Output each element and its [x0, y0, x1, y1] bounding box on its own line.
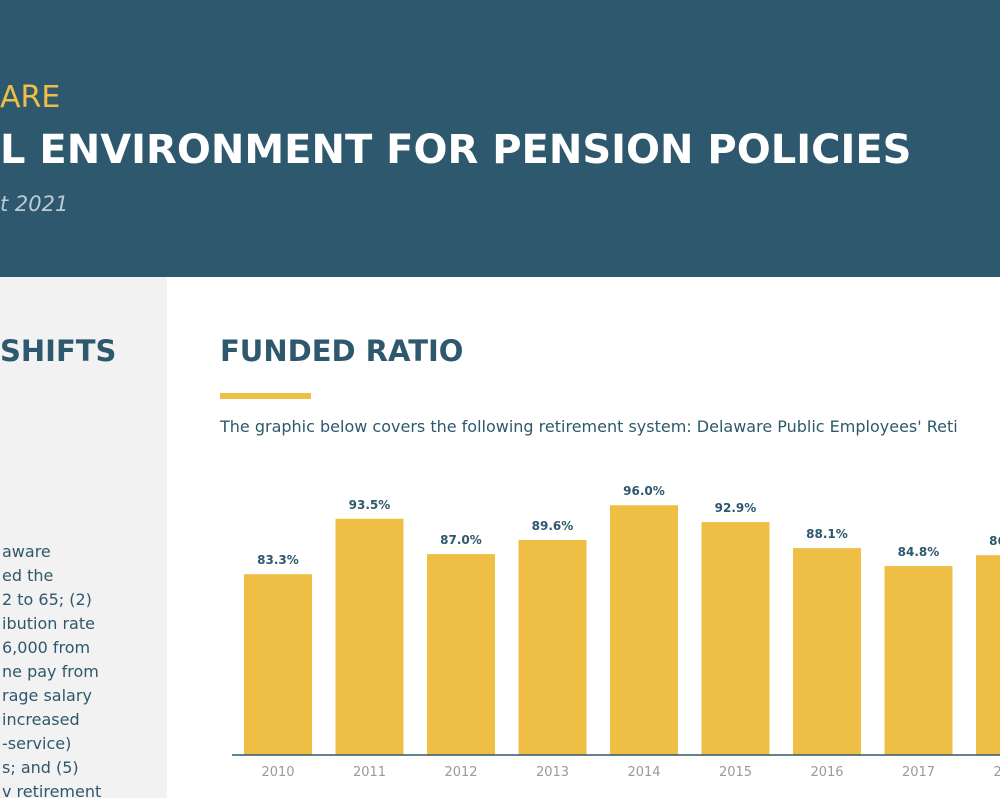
- title-underline: [220, 393, 311, 399]
- sidebar-line: -service): [2, 734, 71, 753]
- value-label: 87.0%: [440, 533, 482, 547]
- header-band: [0, 0, 1000, 277]
- bar: [610, 505, 678, 755]
- sidebar-line: ne pay from: [2, 662, 99, 681]
- bar: [335, 518, 404, 755]
- sidebar-line: aware: [2, 542, 51, 561]
- x-tick-label: 2015: [719, 765, 752, 780]
- bar: [518, 539, 587, 755]
- sidebar-line: v retirement: [2, 782, 101, 798]
- sidebar-heading: SHIFTS: [0, 334, 116, 368]
- plot: 83.3% 2010 93.5% 2011 87.0% 2012 89.6% 2013 96.0…: [232, 484, 1000, 780]
- sidebar-line: increased: [2, 710, 80, 729]
- chart-subtitle: The graphic below covers the following r…: [219, 417, 958, 436]
- sidebar-line: 2 to 65; (2): [2, 590, 92, 609]
- header-eyebrow: ARE: [0, 80, 60, 115]
- sidebar-line: rage salary: [2, 686, 92, 705]
- bar: [793, 548, 861, 755]
- value-label: 83.3%: [257, 553, 299, 567]
- x-tick-label: 2010: [261, 765, 294, 780]
- value-label: 86.8%: [989, 534, 1000, 548]
- header-date: t 2021: [0, 192, 68, 216]
- x-tick-label: 2012: [444, 765, 477, 780]
- value-label: 88.1%: [806, 527, 848, 541]
- value-label: 84.8%: [898, 545, 940, 559]
- header-title: L ENVIRONMENT FOR PENSION POLICIES: [0, 127, 911, 173]
- bar: [701, 522, 770, 755]
- bar: [244, 574, 312, 755]
- chart-title: FUNDED RATIO: [220, 334, 463, 368]
- x-tick-label: 2018: [993, 765, 1000, 780]
- value-label: 96.0%: [623, 484, 665, 498]
- x-tick-label: 2013: [536, 765, 569, 780]
- bar: [884, 566, 953, 755]
- value-label: 89.6%: [532, 519, 574, 533]
- x-tick-label: 2014: [627, 765, 660, 780]
- bar: [976, 555, 1000, 755]
- sidebar-line: ed the: [2, 566, 53, 585]
- x-tick-label: 2011: [353, 765, 386, 780]
- sidebar-line: 6,000 from: [2, 638, 90, 657]
- value-label: 93.5%: [349, 498, 391, 512]
- sidebar-panel: [0, 277, 167, 798]
- sidebar-text: aware ed the 2 to 65; (2) ibution rate 6,000…: [2, 542, 101, 798]
- bar: [427, 554, 495, 755]
- x-tick-label: 2016: [810, 765, 843, 780]
- sidebar-line: ibution rate: [2, 614, 95, 633]
- x-tick-label: 2017: [902, 765, 935, 780]
- sidebar-line: s; and (5): [2, 758, 79, 777]
- value-label: 92.9%: [715, 501, 757, 515]
